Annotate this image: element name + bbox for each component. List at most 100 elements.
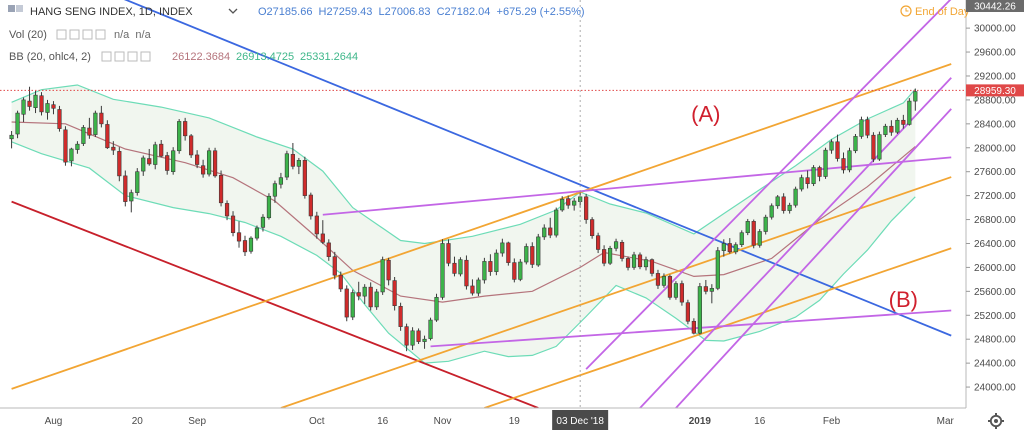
- y-tick-label: 30000.00: [974, 24, 1016, 35]
- trend-line-purple-channel-5[interactable]: [322, 156, 952, 216]
- x-tick-label: 03 Dec '18: [556, 416, 604, 427]
- candle: [709, 284, 714, 304]
- candle: [817, 165, 822, 182]
- candle: [308, 192, 313, 220]
- x-tick-label: 16: [754, 416, 766, 427]
- chevron-down-icon[interactable]: [228, 8, 238, 14]
- candle: [159, 139, 164, 158]
- candle: [859, 116, 864, 139]
- y-tick-label: 28800.00: [974, 95, 1016, 106]
- annotation-label-0: (A): [691, 101, 720, 126]
- x-tick-label: Sep: [188, 416, 206, 427]
- candle: [260, 214, 266, 232]
- top-price-tag: [966, 0, 1024, 12]
- candle: [326, 239, 331, 261]
- candle: [847, 147, 852, 173]
- candle: [165, 151, 170, 175]
- candle: [703, 279, 708, 295]
- candle: [15, 110, 20, 139]
- settings-icon[interactable]: [114, 51, 125, 62]
- candle: [368, 282, 373, 311]
- candle: [787, 202, 792, 214]
- candle: [350, 289, 355, 321]
- trend-line-orange-channel-4[interactable]: [484, 247, 952, 408]
- trend-line-purple-channel-6[interactable]: [430, 309, 952, 348]
- settings-icon[interactable]: [69, 29, 80, 40]
- candle: [835, 134, 840, 162]
- candle: [230, 211, 236, 237]
- candle: [422, 335, 427, 349]
- close-icon[interactable]: [127, 51, 138, 62]
- candle: [33, 90, 38, 114]
- candle: [476, 277, 481, 297]
- candle: [889, 120, 894, 136]
- close-icon[interactable]: [82, 29, 93, 40]
- candle: [57, 105, 62, 132]
- symbol-title[interactable]: HANG SENG INDEX, 1D, INDEX: [30, 6, 193, 18]
- settings-gear-icon[interactable]: [988, 413, 1004, 429]
- trend-line-orange-channel-2[interactable]: [11, 63, 952, 390]
- price-axis[interactable]: [966, 0, 1024, 408]
- candle: [512, 258, 517, 283]
- candle: [799, 174, 804, 192]
- x-tick-label: Feb: [823, 416, 841, 427]
- candle: [715, 247, 720, 291]
- vol-indicator-label[interactable]: Vol (20): [9, 29, 47, 41]
- trend-line-purple-channel-9[interactable]: [675, 108, 952, 408]
- eye-icon[interactable]: [56, 29, 67, 40]
- bb-lower-line: [11, 141, 916, 364]
- candle: [482, 257, 487, 284]
- candle: [637, 252, 643, 270]
- candle: [506, 241, 511, 266]
- candle: [386, 257, 391, 286]
- candle: [87, 117, 92, 139]
- y-tick-label: 24800.00: [974, 335, 1016, 346]
- candle: [542, 224, 547, 240]
- ohlc-values: O27185.66 H27259.43 L27006.83 C27182.04 …: [258, 6, 585, 18]
- collapse-toggle-icon[interactable]: [8, 5, 15, 12]
- trend-line-blue-trend-0[interactable]: [12, 0, 952, 337]
- candle: [877, 131, 882, 161]
- candle: [278, 172, 284, 189]
- candle: [829, 139, 834, 154]
- candle: [440, 239, 445, 300]
- candle: [781, 193, 786, 214]
- trend-line-purple-channel-8[interactable]: [639, 77, 952, 408]
- more-icon[interactable]: [95, 29, 106, 40]
- candle: [733, 242, 738, 255]
- bb-indicator-label[interactable]: BB (20, ohlc4, 2): [9, 51, 91, 63]
- trend-line-purple-channel-7[interactable]: [585, 0, 952, 370]
- candle: [691, 318, 696, 335]
- trend-line-orange-channel-3[interactable]: [280, 176, 952, 408]
- y-tick-label: 24000.00: [974, 383, 1016, 394]
- y-tick-label: 25600.00: [974, 287, 1016, 298]
- y-tick-label: 29200.00: [974, 71, 1016, 82]
- more-icon[interactable]: [140, 51, 151, 62]
- candle: [75, 141, 80, 154]
- trend-line-red-trend-1[interactable]: [11, 200, 539, 408]
- candle: [332, 251, 337, 280]
- candle: [596, 232, 601, 254]
- candle: [805, 170, 810, 189]
- candle: [793, 186, 798, 208]
- y-tick-label: 27200.00: [974, 191, 1016, 202]
- candle: [530, 242, 535, 269]
- x-tick-label: Oct: [309, 416, 325, 427]
- eye-icon[interactable]: [101, 51, 112, 62]
- time-axis[interactable]: [0, 408, 966, 434]
- y-tick-label: 29600.00: [974, 48, 1016, 59]
- candle: [141, 155, 146, 176]
- candle: [51, 101, 56, 115]
- candle: [745, 218, 750, 236]
- candle: [458, 257, 463, 277]
- top-price-label: 30442.26: [974, 2, 1016, 13]
- candle: [153, 141, 158, 170]
- y-tick-label: 24400.00: [974, 359, 1016, 370]
- candle: [518, 259, 523, 282]
- candle: [613, 238, 619, 252]
- vol-values: n/a n/a: [114, 29, 152, 41]
- y-tick-label: 26800.00: [974, 215, 1016, 226]
- candle: [572, 198, 577, 211]
- candle: [625, 256, 631, 271]
